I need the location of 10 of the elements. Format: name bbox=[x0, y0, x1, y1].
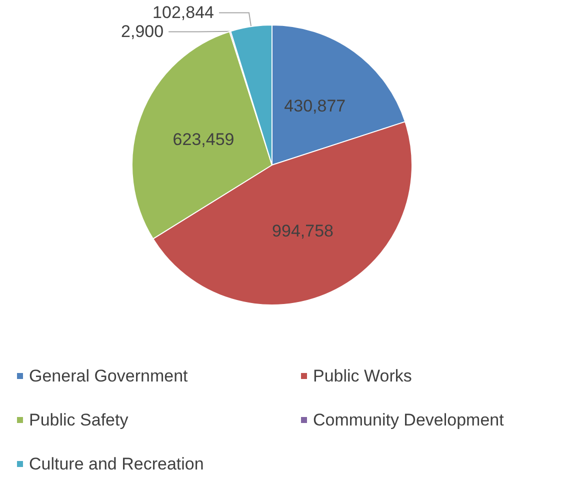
data-label: 430,877 bbox=[284, 96, 346, 116]
legend-label: Public Safety bbox=[29, 410, 129, 430]
data-label: 623,459 bbox=[172, 130, 234, 150]
data-label: 102,844 bbox=[152, 3, 214, 22]
legend-label: Public Works bbox=[313, 366, 412, 386]
data-label: 994,758 bbox=[272, 222, 334, 241]
legend-label: Community Development bbox=[313, 410, 504, 430]
legend-label: Culture and Recreation bbox=[29, 454, 204, 474]
legend-label: General Government bbox=[29, 366, 188, 386]
data-label: 2,900 bbox=[121, 22, 164, 42]
